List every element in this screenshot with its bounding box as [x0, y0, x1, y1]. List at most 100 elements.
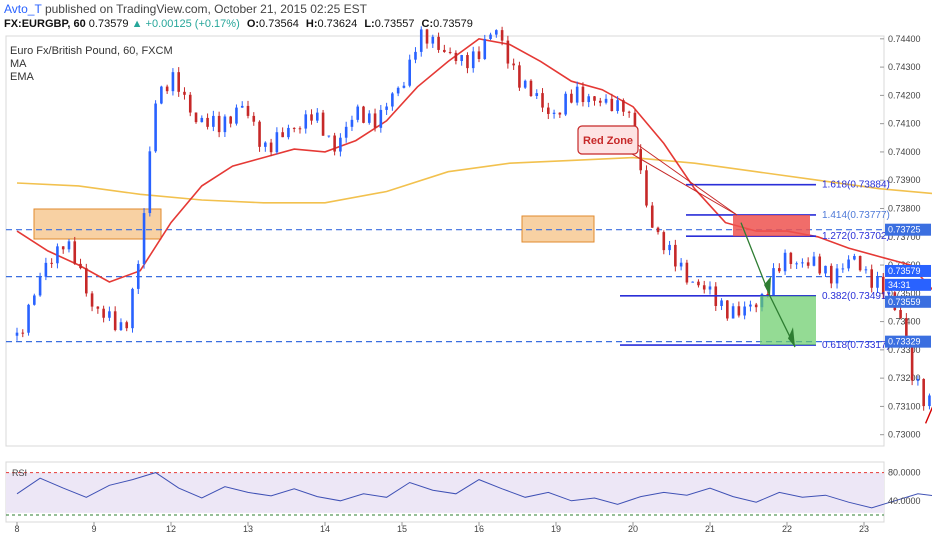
- candle-body: [356, 106, 360, 120]
- candle-body: [85, 268, 88, 294]
- rsi-legend: RSI: [12, 468, 27, 478]
- candle-body: [385, 106, 388, 110]
- price-axis-label: 34:31: [888, 280, 911, 290]
- candle-body: [396, 87, 400, 94]
- candle-body: [229, 116, 232, 124]
- candle-body: [419, 29, 423, 52]
- candle-body: [570, 93, 573, 103]
- publish-info: published on TradingView.com, October 21…: [44, 2, 367, 16]
- candle-body: [754, 304, 758, 308]
- chart-header: Avto_T published on TradingView.com, Oct…: [0, 0, 932, 34]
- candle-body: [119, 322, 123, 331]
- candle-body: [350, 119, 354, 127]
- candle-body: [518, 65, 521, 88]
- symbol-name: FX:EURGBP, 60: [4, 18, 86, 30]
- candle-body: [362, 106, 365, 123]
- fib-level-label: 0.618(0.73317): [822, 340, 890, 351]
- candle-body: [425, 29, 429, 44]
- candle-body: [910, 344, 914, 381]
- x-tick-label: 14: [320, 524, 330, 534]
- candle-body: [495, 30, 498, 35]
- candle-body: [56, 246, 59, 264]
- candle-body: [795, 263, 798, 265]
- legend-ma[interactable]: MA: [10, 58, 27, 70]
- price-change: ▲ +0.00125 (+0.17%): [131, 18, 240, 30]
- y-tick-label: 0.73400: [888, 317, 921, 327]
- candle-body: [662, 232, 666, 251]
- y-tick-label: 0.73500: [888, 288, 921, 298]
- high-value: 0.73624: [317, 18, 358, 30]
- candle-body: [870, 269, 873, 288]
- candle-body: [899, 310, 902, 319]
- candle-body: [500, 30, 504, 41]
- x-tick-label: 16: [474, 524, 484, 534]
- candle-body: [281, 132, 284, 138]
- candle-body: [679, 262, 683, 267]
- candle-body: [165, 86, 169, 92]
- callout-box: [577, 125, 639, 155]
- candle-body: [183, 91, 186, 95]
- candle-body: [38, 276, 42, 296]
- candle-body: [801, 262, 804, 264]
- fib-level-label: 1.414(0.73777): [822, 210, 890, 221]
- candle-body: [858, 256, 862, 271]
- candle-body: [749, 304, 752, 307]
- candle-body: [731, 306, 735, 319]
- candle-body: [726, 300, 729, 319]
- x-tick-label: 20: [628, 524, 638, 534]
- candle-body: [674, 244, 677, 267]
- candle-body: [564, 93, 567, 115]
- y-tick-label: 0.74300: [888, 62, 921, 72]
- chart-legend: Euro Fx/British Pound, 60, FXCM MA EMA: [10, 45, 173, 84]
- price-axis-badge: [885, 335, 931, 348]
- y-tick-label: 0.74000: [888, 147, 921, 157]
- candle-body: [656, 227, 660, 233]
- candle-body: [622, 100, 625, 112]
- candle-body: [177, 72, 180, 92]
- price-axis-label: 0.73579: [888, 266, 921, 276]
- y-tick-label: 0.74400: [888, 34, 921, 44]
- fib-level-label: 0.382(0.73491): [822, 291, 890, 302]
- candle-body: [477, 51, 481, 59]
- candle-body: [200, 117, 204, 123]
- candle-body: [321, 112, 325, 136]
- candle-body: [391, 93, 394, 107]
- rsi-band: [6, 472, 884, 513]
- candle-body: [102, 308, 105, 318]
- candle-body: [523, 80, 527, 88]
- candle-body: [252, 115, 256, 122]
- candle-body: [650, 205, 654, 228]
- candle-body: [50, 262, 53, 264]
- candle-body: [136, 263, 140, 289]
- candle-body: [113, 311, 117, 331]
- candle-body: [27, 304, 30, 333]
- candle-body: [212, 115, 215, 127]
- candle-body: [466, 55, 469, 69]
- candle-body: [922, 379, 925, 407]
- x-tick-label: 8: [14, 524, 19, 534]
- y-tick-label: 0.74200: [888, 90, 921, 100]
- candle-body: [240, 105, 244, 108]
- candle-body: [96, 306, 100, 309]
- high-label: H:: [305, 18, 318, 30]
- candle-body: [310, 114, 313, 121]
- candle-body: [275, 132, 279, 153]
- last-price: 0.73579: [88, 18, 129, 30]
- x-tick-label: 19: [551, 524, 561, 534]
- y-tick-label: 0.73100: [888, 401, 921, 411]
- candle-body: [928, 395, 931, 407]
- candle-body: [876, 276, 879, 288]
- candle-body: [269, 142, 273, 153]
- price-pane: [5, 35, 885, 447]
- candle-body: [125, 322, 129, 329]
- candle-body: [131, 288, 134, 329]
- author-link[interactable]: Avto_T: [4, 2, 42, 16]
- candle-body: [298, 128, 302, 130]
- legend-ema[interactable]: EMA: [10, 71, 34, 83]
- price-axis-label: 0.73725: [888, 225, 921, 235]
- candle-body: [304, 114, 308, 129]
- candle-body: [829, 265, 833, 284]
- candle-body: [483, 38, 487, 59]
- price-axis-badge: [885, 223, 931, 236]
